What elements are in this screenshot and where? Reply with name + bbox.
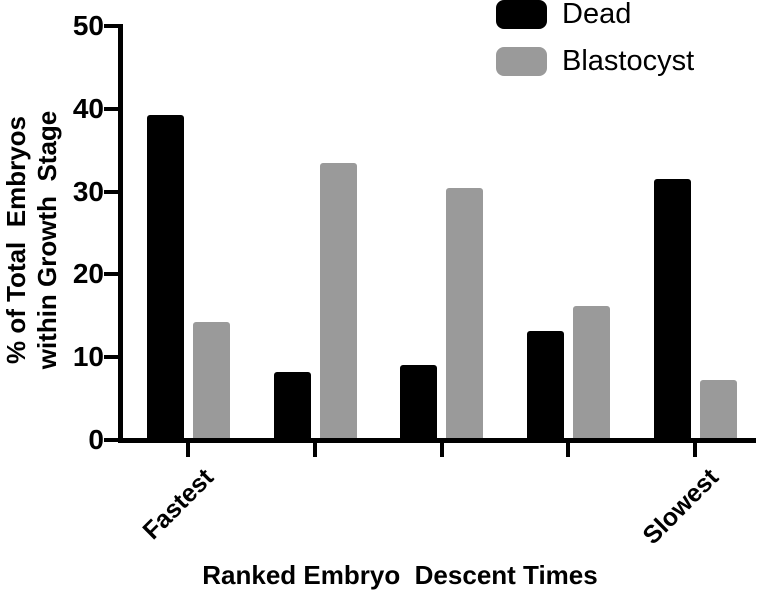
bar-dead-group1: [146, 115, 184, 440]
legend-item-blastocyst: Blastocyst: [496, 47, 694, 76]
y-tick-label: 0: [88, 424, 104, 455]
x-axis-tick: [566, 443, 570, 457]
x-tick-label-slowest: Slowest: [637, 463, 725, 550]
bar-blastocyst-group5: [699, 380, 737, 440]
legend-label-blastocyst: Blastocyst: [562, 45, 695, 77]
y-axis-tick: [104, 24, 118, 28]
bar-dead-group5: [653, 179, 691, 440]
x-axis: [118, 438, 756, 443]
y-tick-label: 10: [72, 341, 104, 373]
x-axis-tick: [313, 443, 317, 457]
y-tick-label: 50: [72, 10, 104, 41]
bar-dead-group4: [526, 331, 564, 440]
y-axis-tick: [104, 106, 118, 111]
blastocyst-series-swatch: [496, 47, 547, 76]
x-axis-tick: [439, 443, 444, 457]
x-tick-label-fastest: Fastest: [137, 463, 220, 545]
y-axis-tick: [104, 355, 118, 360]
legend-item-dead: Dead: [496, 0, 694, 29]
x-axis-tick: [186, 443, 190, 457]
x-axis-tick: [693, 443, 697, 457]
bar-blastocyst-group3: [446, 188, 483, 440]
bar-dead-group3: [400, 365, 437, 440]
y-axis-tick: [104, 189, 118, 194]
bar-blastocyst-group2: [319, 163, 357, 440]
dead-series-swatch: [496, 0, 547, 29]
legend: Dead Blastocyst: [496, 0, 694, 76]
y-axis-title-line2: within Growth Stage: [32, 110, 62, 370]
bar-dead-group2: [273, 372, 311, 440]
bar-blastocyst-group1: [192, 322, 230, 440]
y-tick-label: 40: [72, 92, 104, 124]
bar-blastocyst-group4: [572, 306, 610, 440]
y-axis-title-line1: % of Total Embryos: [1, 116, 31, 364]
y-axis: [118, 24, 123, 443]
legend-label-dead: Dead: [562, 0, 632, 30]
y-tick-label: 20: [72, 258, 104, 290]
y-axis-tick: [104, 438, 118, 442]
y-axis-tick: [104, 272, 118, 277]
y-tick-label: 30: [72, 175, 104, 207]
x-axis-title: Ranked Embryo Descent Times: [202, 560, 598, 590]
